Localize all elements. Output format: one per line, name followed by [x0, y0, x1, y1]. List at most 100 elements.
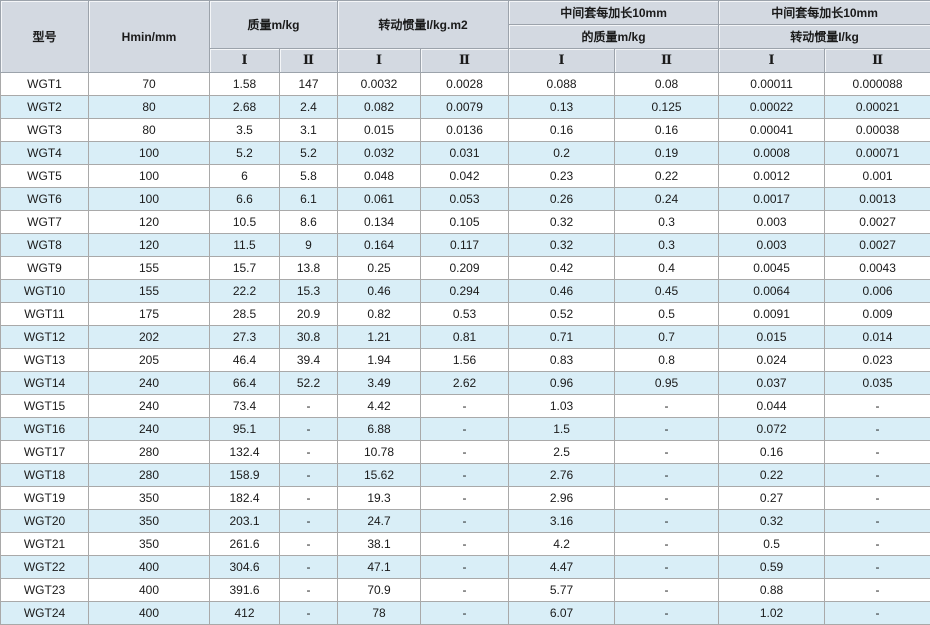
value-cell: 5.2	[209, 141, 280, 165]
value-cell: 0.009	[824, 302, 930, 326]
value-cell: 0.5	[718, 532, 826, 556]
value-cell: -	[420, 509, 510, 533]
value-cell: -	[420, 440, 510, 464]
table-row: WGT15 240 73.4-4.42-1.03-0.044-	[0, 394, 930, 418]
table-row: WGT3 80 3.5 3.1 0.015 0.0136 0.16 0.16 0.00041 0.…	[0, 118, 930, 142]
value-cell: 0.25	[337, 256, 422, 280]
value-cell: 1.03	[508, 394, 616, 418]
table-row: WGT4 100 5.2 5.2 0.032 0.031 0.2 0.19 0.0008 0.00…	[0, 141, 930, 165]
value-cell: 0.32	[508, 210, 616, 234]
value-cell: 0.044	[718, 394, 826, 418]
value-cell: 6.6	[209, 187, 280, 211]
value-cell: 0.22	[614, 164, 720, 188]
value-cell: 0.0091	[718, 302, 826, 326]
value-cell: 203.1	[209, 509, 280, 533]
table-row: WGT16 240 95.1-6.88-1.5-0.072-	[0, 417, 930, 441]
value-cell: 0.209	[420, 256, 510, 280]
value-cell: 8.6	[278, 210, 339, 234]
value-cell: 2.5	[508, 440, 616, 464]
model-cell: WGT17	[0, 440, 89, 464]
value-cell: 5.2	[278, 141, 339, 165]
value-cell: 147	[278, 72, 339, 96]
value-cell: 0.59	[718, 555, 826, 579]
table-row: WGT17 280 132.4-10.78-2.5-0.16-	[0, 440, 930, 464]
value-cell: 0.082	[337, 95, 422, 119]
value-cell: 0.053	[420, 187, 510, 211]
model-cell: WGT11	[0, 302, 89, 326]
value-cell: 0.003	[718, 233, 826, 257]
value-cell: -	[278, 417, 339, 441]
value-cell: -	[278, 601, 339, 625]
value-cell: 304.6	[209, 555, 280, 579]
value-cell: -	[278, 532, 339, 556]
value-cell: 0.96	[508, 371, 616, 395]
value-cell: -	[614, 578, 720, 602]
value-cell: 0.037	[718, 371, 826, 395]
value-cell: 24.7	[337, 509, 422, 533]
value-cell: -	[824, 440, 930, 464]
model-cell: WGT19	[0, 486, 89, 510]
value-cell: 15.62	[337, 463, 422, 487]
model-cell: WGT2	[0, 95, 89, 119]
model-cell: WGT24	[0, 601, 89, 625]
table-row: WGT14 240 66.4 52.2 3.49 2.62 0.96 0.95 0.037 0.0…	[0, 371, 930, 395]
value-cell: -	[420, 463, 510, 487]
table-row: WGT6 100 6.6 6.1 0.061 0.053 0.26 0.24 0.0017 0.0…	[0, 187, 930, 211]
table-row: WGT2 80 2.68 2.4 0.082 0.0079 0.13 0.125 0.00022…	[0, 95, 930, 119]
value-cell: 100	[88, 164, 210, 188]
table-row: WGT11 175 28.5 20.9 0.82 0.53 0.52 0.5 0.0091 0.0…	[0, 302, 930, 326]
value-cell: -	[420, 394, 510, 418]
value-cell: 0.00021	[824, 95, 930, 119]
value-cell: -	[278, 463, 339, 487]
value-cell: 4.42	[337, 394, 422, 418]
value-cell: 0.0012	[718, 164, 826, 188]
model-cell: WGT22	[0, 555, 89, 579]
value-cell: 0.0008	[718, 141, 826, 165]
table-row: WGT1 70 1.58 147 0.0032 0.0028 0.088 0.08 0.0001…	[0, 72, 930, 96]
value-cell: 0.0079	[420, 95, 510, 119]
value-cell: -	[824, 417, 930, 441]
value-cell: 0.24	[614, 187, 720, 211]
value-cell: 1.21	[337, 325, 422, 349]
value-cell: 19.3	[337, 486, 422, 510]
value-cell: 38.1	[337, 532, 422, 556]
value-cell: 0.000088	[824, 72, 930, 96]
table-row: WGT7 120 10.5 8.6 0.134 0.105 0.32 0.3 0.003 0.00…	[0, 210, 930, 234]
value-cell: 0.26	[508, 187, 616, 211]
value-cell: 0.0032	[337, 72, 422, 96]
value-cell: 3.49	[337, 371, 422, 395]
value-cell: 0.023	[824, 348, 930, 372]
value-cell: 0.035	[824, 371, 930, 395]
value-cell: -	[278, 486, 339, 510]
value-cell: -	[420, 578, 510, 602]
model-cell: WGT20	[0, 509, 89, 533]
model-cell: WGT8	[0, 233, 89, 257]
value-cell: 0.19	[614, 141, 720, 165]
header-ext-mass-line1: 中间套每加长10mm	[508, 0, 720, 25]
value-cell: 66.4	[209, 371, 280, 395]
table-row: WGT13 205 46.4 39.4 1.94 1.56 0.83 0.8 0.024 0.02…	[0, 348, 930, 372]
value-cell: -	[278, 578, 339, 602]
value-cell: 5.8	[278, 164, 339, 188]
value-cell: 280	[88, 440, 210, 464]
table-row: WGT24 400 412-78-6.07-1.02-	[0, 601, 930, 625]
value-cell: 2.68	[209, 95, 280, 119]
value-cell: -	[420, 532, 510, 556]
value-cell: 52.2	[278, 371, 339, 395]
table-row: WGT18 280 158.9-15.62-2.76-0.22-	[0, 463, 930, 487]
value-cell: 46.4	[209, 348, 280, 372]
value-cell: -	[824, 601, 930, 625]
value-cell: 0.00011	[718, 72, 826, 96]
subheader-ext-mass-ii: Ⅱ	[614, 48, 720, 73]
value-cell: 0.71	[508, 325, 616, 349]
value-cell: 3.16	[508, 509, 616, 533]
table-row: WGT21 350 261.6-38.1-4.2-0.5-	[0, 532, 930, 556]
value-cell: 0.024	[718, 348, 826, 372]
value-cell: 13.8	[278, 256, 339, 280]
value-cell: -	[278, 509, 339, 533]
value-cell: 0.134	[337, 210, 422, 234]
subheader-inertia-ii: Ⅱ	[420, 48, 510, 73]
value-cell: 70	[88, 72, 210, 96]
table-row: WGT19 350 182.4-19.3-2.96-0.27-	[0, 486, 930, 510]
header-ext-mass-line2: 的质量m/kg	[508, 24, 720, 49]
